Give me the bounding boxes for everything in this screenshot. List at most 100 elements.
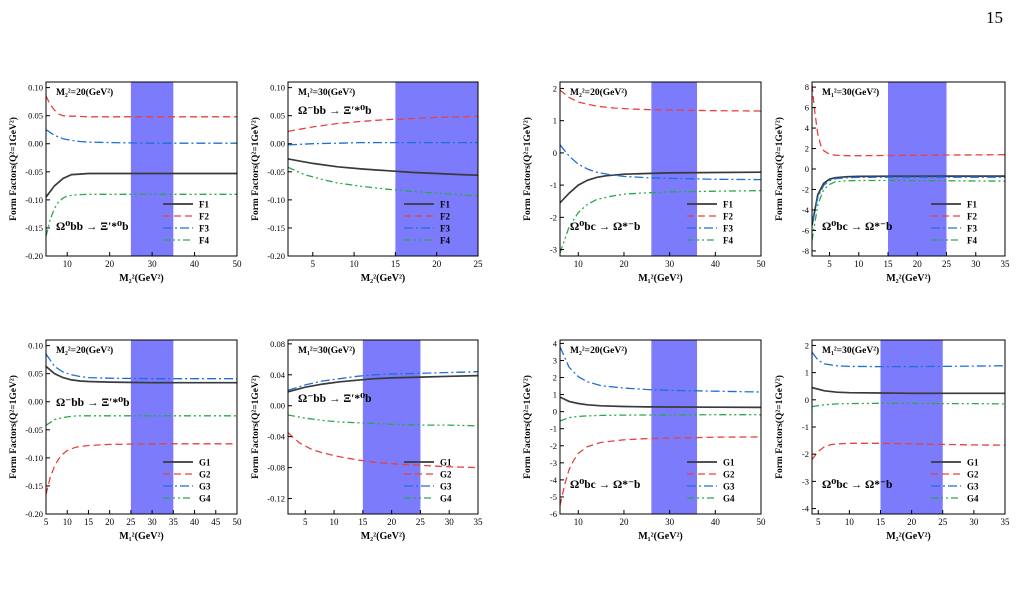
x-axis-label: M₂²(GeV²) (361, 273, 406, 284)
chart-panel-1: 0.10 0.05 0.00 -0.05 -0.10 -0.15 -0.20 10 20 30 40… (8, 81, 242, 284)
y-tick-label: -0.15 (25, 481, 43, 491)
legend-label-f4: F4 (723, 236, 733, 246)
y-tick-label: 0 (805, 395, 809, 405)
y-tick-label: 0.10 (270, 83, 285, 93)
x-tick-label: 5 (827, 259, 832, 269)
decay-process-label: Ω⁻bb → Ξ′*⁰b (298, 105, 372, 117)
x-axis-label: M₂²(GeV²) (886, 273, 931, 284)
y-axis-label: Form Factors(Q²=1GeV²) (8, 375, 19, 479)
x-tick-label: 20 (105, 517, 115, 527)
legend-label-f4: F4 (967, 236, 977, 246)
legend-label-f2: F2 (199, 212, 209, 222)
y-tick-label: 0.04 (270, 370, 286, 380)
x-tick-label: 40 (190, 517, 200, 527)
series-line-g3 (812, 351, 1005, 368)
series-line-g2 (46, 443, 237, 495)
y-tick-label: 0.00 (28, 139, 43, 149)
x-tick-label: 10 (845, 517, 855, 527)
y-tick-label: 0.10 (28, 83, 43, 93)
x-tick-label: 20 (387, 517, 397, 527)
plot-frame (287, 339, 479, 515)
x-tick-label: 50 (233, 517, 243, 527)
y-tick-label: 0.00 (270, 401, 285, 411)
legend-label-g2: G2 (440, 470, 452, 480)
series-line-f3 (46, 129, 237, 144)
series-line-g4 (288, 414, 478, 427)
decay-process-label: Ω⁰bc → Ω*⁻b (570, 479, 640, 491)
series-line-g1 (46, 365, 237, 384)
chart-panel-5: 0.10 0.05 0.00 -0.05 -0.10 -0.15 -0.205 10 15 20 2… (8, 339, 243, 542)
y-tick-label: 1 (553, 116, 557, 126)
decay-process-label: Ω⁰bc → Ω*⁻b (822, 221, 892, 233)
y-tick-label: -6 (802, 225, 809, 235)
y-tick-label: -1 (550, 424, 557, 434)
x-tick-label: 10 (63, 517, 73, 527)
series-line-f2 (560, 89, 761, 112)
plot-frame (287, 81, 479, 257)
y-axis-label: Form Factors(Q²=1GeV²) (522, 375, 533, 479)
x-tick-label: 10 (350, 259, 360, 269)
y-tick-label: 1 (553, 390, 557, 400)
x-axis-label: M₁²(GeV²) (119, 531, 164, 542)
y-tick-label: -0.20 (267, 251, 285, 261)
sum-rule-window-band (888, 82, 947, 256)
series-line-g4 (46, 415, 237, 426)
legend-label-g1: G1 (723, 458, 735, 468)
series-line-f4 (812, 179, 1005, 241)
y-axis-label: Form Factors(Q²=1GeV²) (774, 117, 785, 221)
series-line-g3 (46, 353, 237, 380)
y-tick-label: -2 (550, 441, 557, 451)
y-tick-label: 2 (805, 340, 809, 350)
x-tick-label: 50 (757, 259, 767, 269)
y-tick-label: -0.08 (267, 463, 285, 473)
y-axis-label: Form Factors(Q²=1GeV²) (8, 117, 19, 221)
y-tick-label: 0.05 (28, 111, 43, 121)
legend-label-g3: G3 (199, 482, 211, 492)
sum-rule-window-band (651, 340, 698, 514)
series-line-f4 (46, 193, 237, 237)
page-number: 15 (986, 8, 1003, 27)
y-tick-label: 4 (805, 123, 810, 133)
plot-frame (45, 81, 238, 257)
x-tick-label: 15 (84, 517, 94, 527)
x-tick-label: 25 (474, 259, 484, 269)
y-tick-label: -0.04 (267, 432, 285, 442)
plot-frame (559, 339, 762, 515)
x-tick-label: 30 (665, 259, 675, 269)
series-line-f3 (560, 144, 761, 181)
y-tick-label: 2 (553, 373, 557, 383)
decay-process-label: Ω⁻bb → Ξ′*⁰b (56, 397, 130, 409)
y-tick-label: 0.00 (270, 139, 285, 149)
fixed-borel-parameter-label: M₁²=30(GeV²) (822, 87, 879, 98)
y-tick-label: -0.20 (25, 251, 43, 261)
x-tick-label: 10 (574, 517, 584, 527)
x-tick-label: 20 (432, 259, 442, 269)
series-line-f1 (288, 158, 478, 177)
y-axis-label: Form Factors(Q²=1GeV²) (774, 375, 785, 479)
series-line-g4 (812, 402, 1005, 408)
series-line-f4 (288, 166, 478, 197)
y-tick-label: -0.05 (25, 425, 43, 435)
legend-label-f3: F3 (723, 224, 733, 234)
series-line-g3 (288, 371, 478, 391)
y-tick-label: -1 (550, 180, 557, 190)
y-tick-label: 0 (553, 407, 557, 417)
series-line-g1 (812, 386, 1005, 395)
chart-panel-2: 0.10 0.05 0.00 -0.05 -0.10 -0.15 -0.20 5 10 15 20 2… (250, 81, 484, 284)
legend-label-g4: G4 (967, 494, 979, 504)
y-tick-label: -3 (550, 458, 557, 468)
x-tick-label: 30 (445, 517, 455, 527)
x-tick-label: 15 (876, 517, 886, 527)
y-tick-label: -0.20 (25, 509, 43, 519)
legend-label-g2: G2 (199, 470, 211, 480)
series-line-f1 (46, 172, 237, 198)
decay-process-label: Ω⁰bb → Ξ′*⁰b (56, 221, 129, 233)
legend-label-g3: G3 (440, 482, 452, 492)
x-tick-label: 5 (816, 517, 821, 527)
x-tick-label: 10 (330, 517, 340, 527)
x-axis-label: M₂²(GeV²) (886, 531, 931, 542)
y-tick-label: -0.10 (25, 453, 43, 463)
